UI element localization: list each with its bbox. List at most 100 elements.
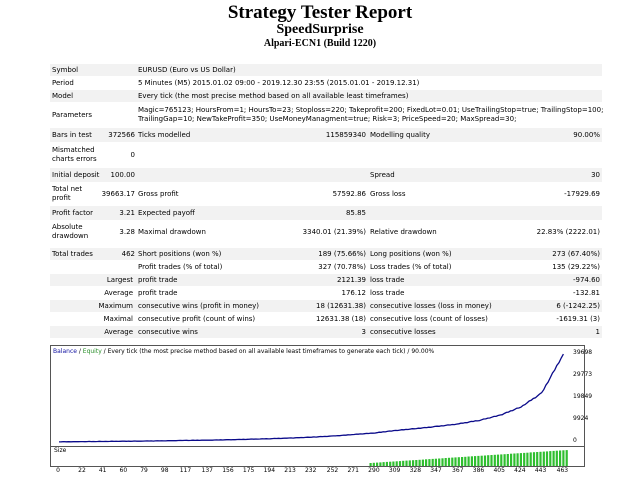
x-tick-label: 0 [56, 467, 60, 474]
maximal-loss-value: -1619.31 (3) [556, 315, 600, 323]
model-label: Model [52, 92, 74, 100]
loss-trades-value: 135 (29.22%) [552, 263, 600, 271]
profit-trades-value: 327 (70.78%) [318, 263, 366, 271]
size-bar [372, 462, 375, 466]
average-profit-value: 176.12 [341, 289, 367, 297]
legend-balance: Balance [53, 348, 77, 355]
pf-label: Profit factor [52, 209, 93, 217]
row-period: Period 5 Minutes (M5) 2015.01.02 09:00 -… [50, 76, 602, 89]
average-loss-value: -132.81 [572, 289, 600, 297]
x-tick-label: 22 [78, 467, 86, 474]
mismatch-value: 0 [130, 151, 135, 159]
maxdd-label: Maximal drawdown [138, 228, 206, 236]
report-title: Strategy Tester Report [227, 2, 413, 23]
size-bar [480, 455, 483, 466]
y-tick-label: 19849 [573, 393, 593, 400]
y-tick-label: 39698 [573, 349, 593, 356]
size-bar [496, 454, 500, 466]
size-bar [523, 452, 526, 466]
size-bar [536, 452, 539, 466]
size-bar [425, 459, 428, 466]
parameters-label: Parameters [52, 111, 93, 119]
row-bars: Bars in test 372566 Ticks modelled 11585… [50, 127, 602, 142]
size-panel: Size [50, 446, 585, 467]
x-tick-label: 386 [472, 467, 485, 474]
size-bar [493, 454, 496, 466]
size-bar [539, 451, 542, 466]
row-symbol: Symbol EURUSD (Euro vs US Dollar) [50, 63, 602, 76]
size-bars [369, 450, 568, 466]
size-bar [513, 453, 516, 466]
max-wins-label: consecutive wins (profit in money) [138, 302, 260, 310]
size-bar [447, 457, 451, 466]
size-bar [382, 462, 385, 466]
spread-value: 30 [591, 171, 600, 179]
x-tick-label: 367 [452, 467, 464, 474]
size-bar [516, 453, 519, 466]
balance-plot [58, 353, 564, 443]
x-tick-label: 213 [284, 467, 296, 474]
netprofit-value: 39663.17 [101, 190, 135, 198]
max-losses-value: 6 (-1242.25) [556, 302, 600, 310]
deposit-label: Initial deposit [52, 171, 100, 179]
largest-loss-label: loss trade [370, 276, 405, 284]
x-tick-label: 137 [201, 467, 213, 474]
size-bar [418, 459, 421, 466]
size-bar [467, 456, 470, 466]
period-value: 5 Minutes (M5) 2015.01.02 09:00 - 2019.1… [138, 79, 420, 87]
reldd-label: Relative drawdown [370, 228, 437, 236]
x-tick-label: 424 [514, 467, 526, 474]
largest-profit-value: 2121.39 [337, 276, 366, 284]
x-tick-label: 309 [388, 467, 401, 474]
mismatch-label-2: charts errors [52, 155, 97, 163]
row-netprofit: Total net profit 39663.17 Gross profit 5… [50, 182, 602, 205]
size-bar [562, 450, 565, 466]
row-maximum: Maximum consecutive wins (profit in mone… [50, 299, 602, 312]
maximal-label: Maximal [103, 315, 133, 323]
legend-equity: Equity [82, 348, 102, 355]
short-label: Short positions (won %) [138, 250, 222, 258]
parameters-line2: TrailingGap=10; NewTakeProfit=350; UseMo… [138, 115, 517, 123]
size-bar [369, 463, 372, 466]
x-tick-label: 60 [119, 467, 128, 474]
trades-label: Total trades [52, 250, 93, 258]
chart-legend: Balance / Equity / Every tick (the most … [53, 348, 434, 355]
long-label: Long positions (won %) [370, 250, 452, 258]
y-tick-label: 9924 [573, 415, 589, 422]
netprofit-label-2: profit [52, 194, 71, 202]
x-tick-label: 175 [242, 467, 255, 474]
size-bar [464, 456, 467, 466]
model-value: Every tick (the most precise method base… [138, 92, 409, 100]
row-largest: Largest profit trade 2121.39 loss trade … [50, 273, 602, 286]
grossloss-label: Gross loss [370, 190, 406, 198]
size-bar [470, 456, 473, 466]
expert-name: SpeedSurprise [276, 22, 364, 37]
legend-rest: / Every tick (the most precise method ba… [101, 348, 435, 355]
size-bar [395, 461, 398, 466]
size-bar [529, 452, 532, 466]
row-deposit: Initial deposit 100.00 Spread 30 [50, 167, 602, 182]
grossloss-value: -17929.69 [564, 190, 600, 198]
bars-label: Bars in test [52, 131, 92, 139]
size-bar [500, 454, 503, 466]
x-tick-label: 463 [556, 467, 569, 474]
maximal-loss-label: consecutive loss (count of losses) [370, 315, 488, 323]
size-bar [392, 461, 395, 466]
x-tick-label: 405 [493, 467, 505, 474]
payoff-value: 85.85 [345, 209, 366, 217]
size-bar [506, 454, 509, 466]
size-bar [428, 459, 431, 466]
reldd-value: 22.83% (2222.01) [536, 228, 600, 236]
size-bar [451, 457, 454, 466]
netprofit-label-1: Total net [52, 185, 83, 193]
average-profit-label: profit trade [138, 289, 178, 297]
long-value: 273 (67.40%) [552, 250, 600, 258]
size-bar [434, 458, 437, 466]
average-label: Average [104, 289, 133, 297]
pf-value: 3.21 [119, 209, 135, 217]
x-tick-label: 328 [409, 467, 422, 474]
maximal-profit-value: 12631.38 (18) [316, 315, 366, 323]
size-bar [461, 457, 464, 466]
max-losses-label: consecutive losses (loss in money) [370, 302, 492, 310]
size-bar [490, 455, 493, 466]
